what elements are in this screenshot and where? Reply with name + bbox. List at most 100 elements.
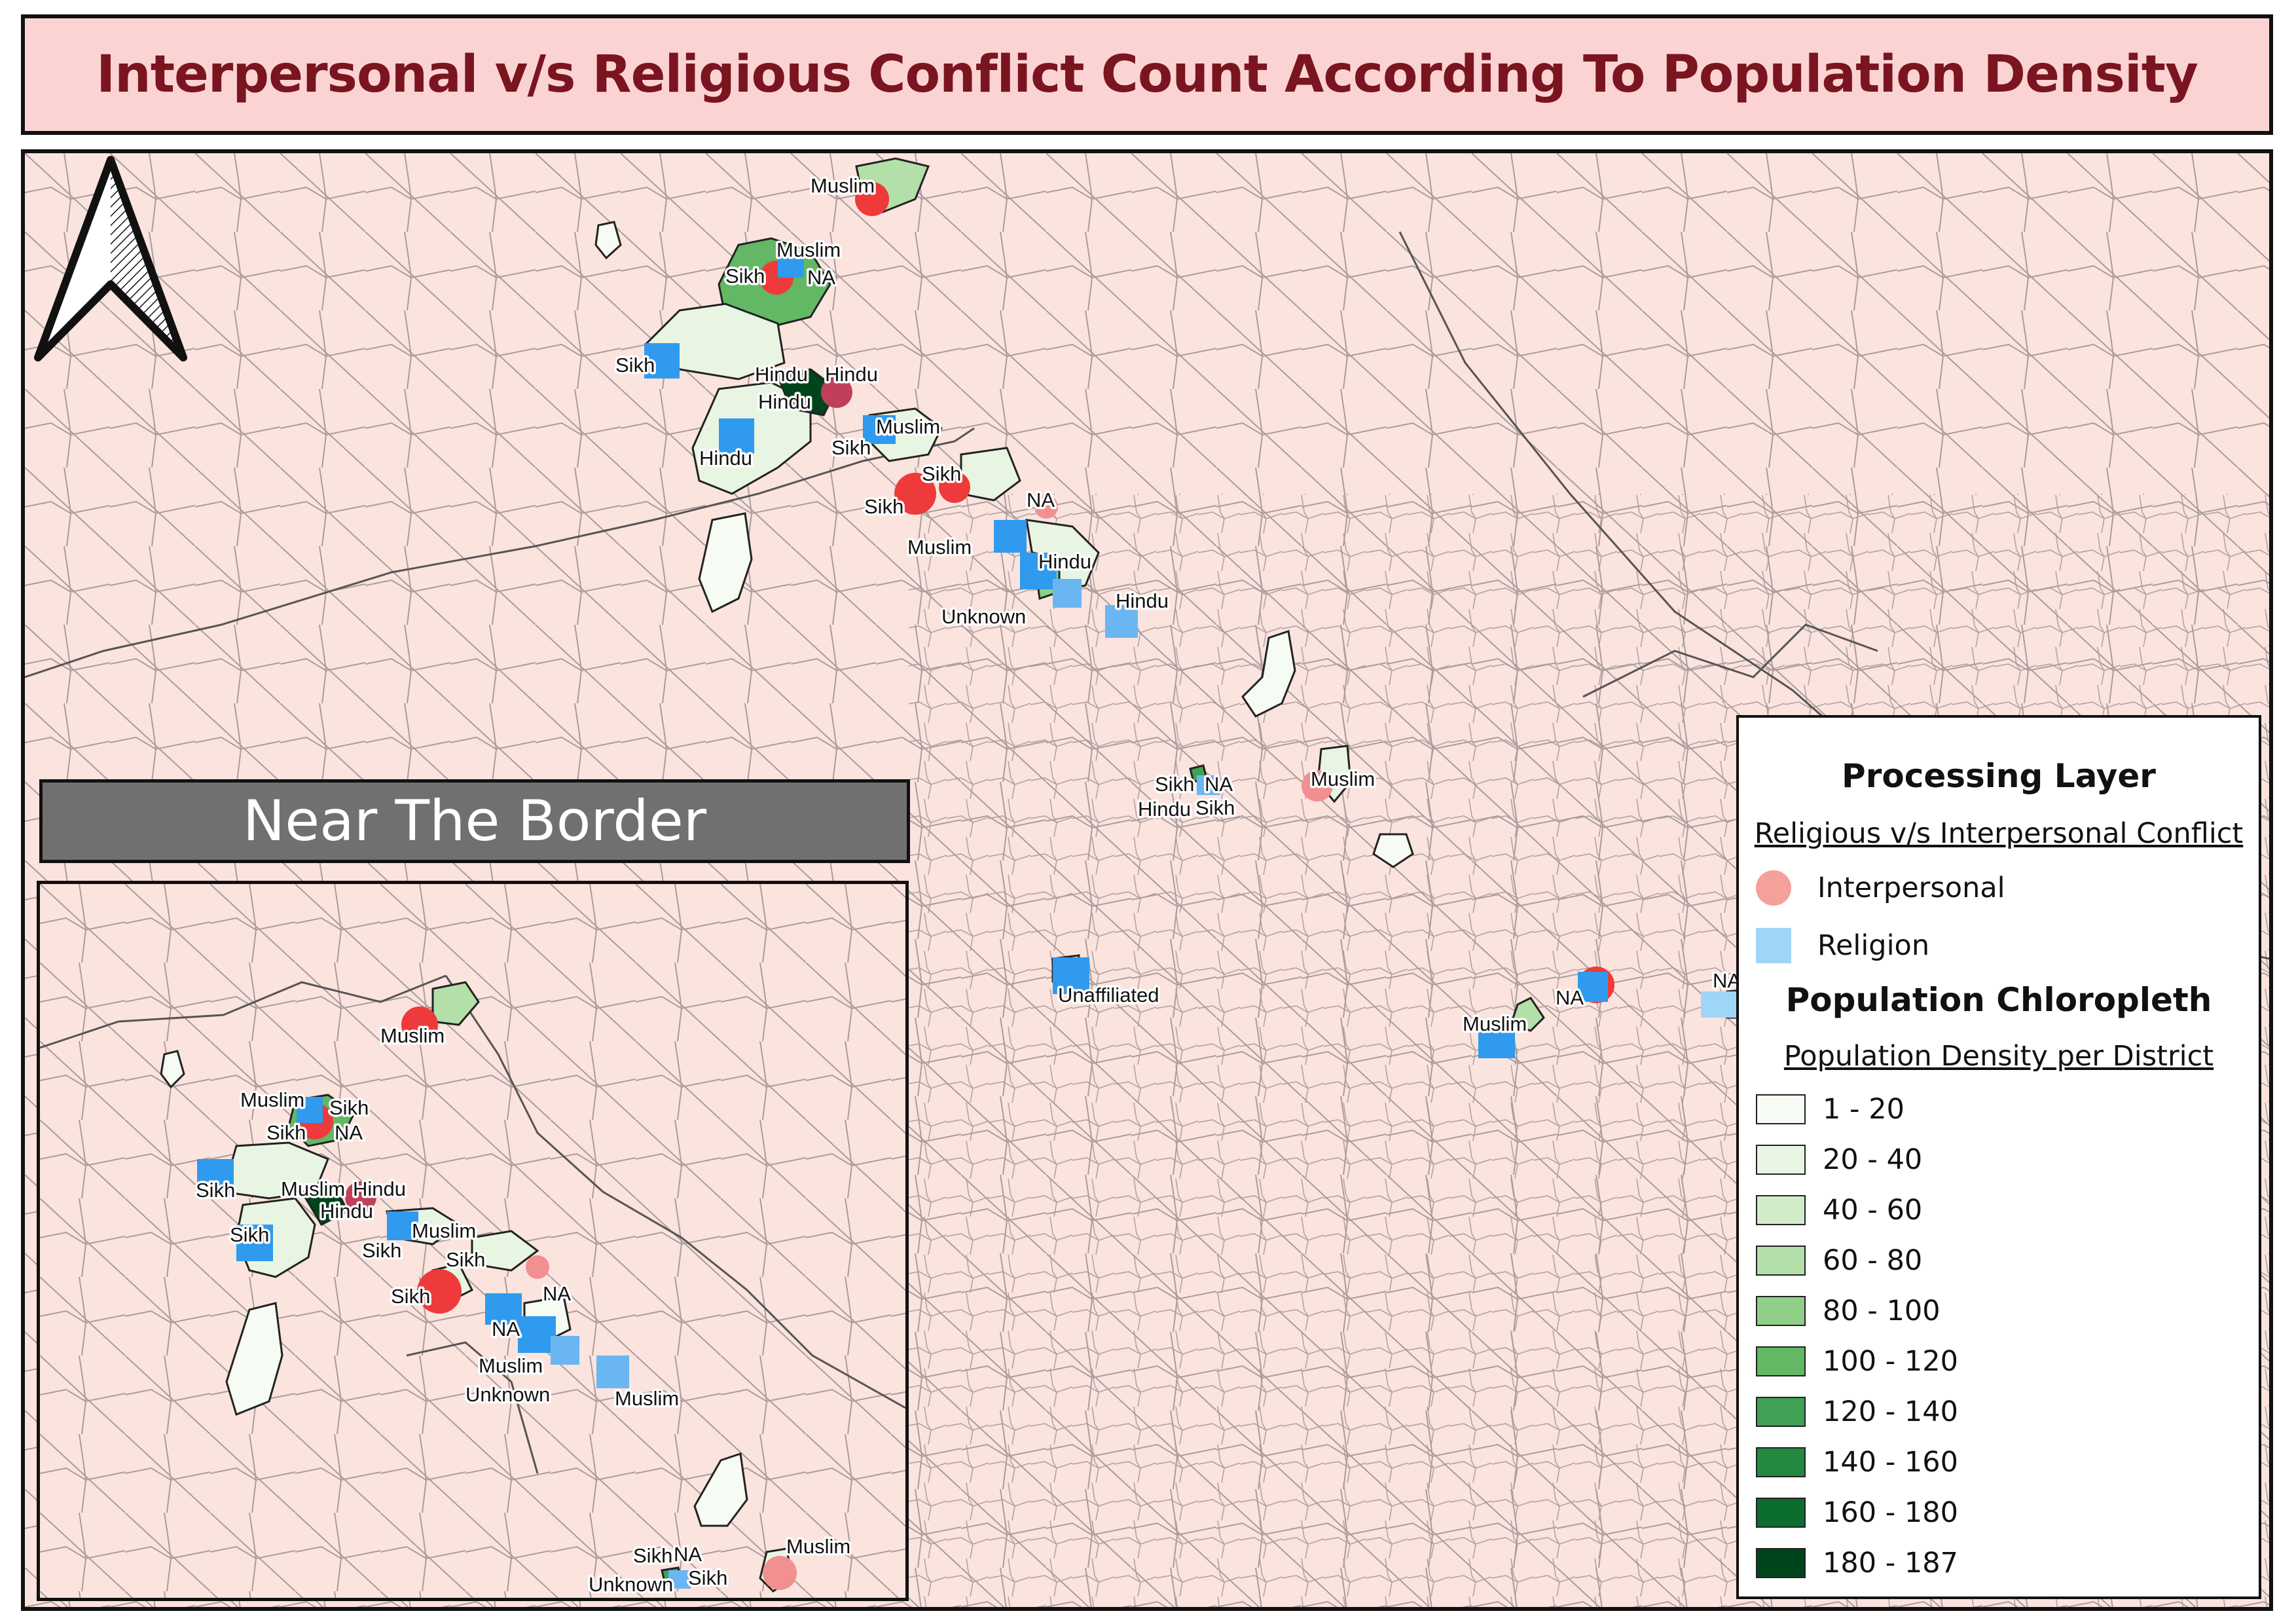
circle-marker-icon (1756, 870, 1791, 906)
legend-item-label: Interpersonal (1817, 872, 2005, 904)
legend-class: 80 - 100 (1756, 1291, 1941, 1331)
point-label: Sikh (725, 265, 765, 287)
legend-layer-title: Processing Layer (1842, 757, 2156, 795)
color-swatch (1756, 1548, 1806, 1578)
point-label: Muslim (615, 1387, 679, 1410)
legend-class: 140 - 160 (1756, 1443, 1958, 1482)
legend-class-label: 40 - 60 (1823, 1194, 1923, 1227)
color-swatch (1756, 1145, 1806, 1175)
point-label: Sikh (633, 1544, 672, 1567)
inset-map-svg: Muslim Muslim Sikh Sikh NA Sikh Muslim H… (40, 884, 905, 1598)
inset-map[interactable]: Muslim Muslim Sikh Sikh NA Sikh Muslim H… (37, 881, 909, 1601)
color-swatch (1756, 1195, 1806, 1225)
title-box: Interpersonal v/s Religious Conflict Cou… (21, 14, 2273, 135)
point-label: Muslim (240, 1088, 304, 1111)
point-label: Hindu (353, 1177, 406, 1200)
point-label: Sikh (1155, 773, 1194, 796)
point-label: Muslim (412, 1219, 476, 1242)
point-label: Muslim (1311, 767, 1375, 790)
legend-class-label: 60 - 80 (1823, 1244, 1923, 1277)
point-label: NA (807, 266, 835, 289)
legend-class: 20 - 40 (1756, 1140, 1922, 1179)
legend-class: 60 - 80 (1756, 1241, 1922, 1280)
point-label: Sikh (391, 1285, 430, 1308)
point-label: Hindu (755, 363, 808, 386)
border-line (445, 975, 905, 1409)
point-label: NA (335, 1121, 363, 1144)
legend-class-label: 1 - 20 (1823, 1093, 1904, 1126)
legend-item-religion: Religion (1756, 926, 1929, 965)
inset-title-box: Near The Border (39, 779, 910, 863)
point-label: Hindu (1138, 798, 1191, 821)
point-label: Sikh (688, 1566, 727, 1589)
color-swatch (1756, 1094, 1806, 1124)
color-swatch (1756, 1296, 1806, 1326)
point-label: Sikh (329, 1096, 369, 1119)
legend-choropleth-title: Population Chloropleth (1785, 981, 2212, 1019)
point-label: Muslim (786, 1535, 850, 1558)
inset-title: Near The Border (242, 788, 707, 854)
point-label: Sikh (196, 1179, 235, 1202)
point-label: Muslim (776, 238, 841, 261)
border-line (406, 1341, 539, 1474)
point-label: Hindu (1038, 550, 1091, 573)
religion-points (644, 251, 1740, 1058)
point-label: Muslim (281, 1177, 345, 1200)
point-label: Hindu (758, 390, 811, 413)
point-label: Hindu (825, 363, 878, 386)
legend-item-interpersonal: Interpersonal (1756, 868, 2005, 908)
legend-class-label: 80 - 100 (1823, 1295, 1941, 1327)
north-arrow-icon (34, 156, 187, 361)
point-label: Muslim (876, 415, 940, 438)
point-label: Sikh (230, 1223, 269, 1246)
legend-class-label: 20 - 40 (1823, 1143, 1923, 1176)
point-label: Sikh (446, 1248, 485, 1271)
point-label: Sikh (266, 1121, 306, 1144)
legend-class: 160 - 180 (1756, 1493, 1958, 1532)
legend-panel: Processing Layer Religious v/s Interpers… (1736, 715, 2261, 1599)
religion-points (197, 1097, 691, 1589)
color-swatch (1756, 1397, 1806, 1427)
color-swatch (1756, 1346, 1806, 1376)
legend-class: 100 - 120 (1756, 1342, 1958, 1381)
square-marker-icon (1756, 928, 1791, 963)
legend-class-label: 180 - 187 (1823, 1547, 1959, 1579)
point-label: NA (1556, 986, 1584, 1009)
point-label: NA (674, 1543, 702, 1566)
legend-class: 180 - 187 (1756, 1543, 1958, 1583)
point-label: Hindu (699, 447, 752, 470)
point-label: Sikh (362, 1239, 401, 1262)
point-label: Sikh (864, 495, 903, 518)
map-title: Interpersonal v/s Religious Conflict Cou… (96, 45, 2198, 104)
legend-class: 120 - 140 (1756, 1392, 1958, 1431)
color-swatch (1756, 1498, 1806, 1528)
legend-class-label: 100 - 120 (1823, 1345, 1959, 1378)
point-label: Hindu (1116, 589, 1169, 612)
point-label: Sikh (922, 462, 961, 485)
point-label: Sikh (615, 354, 655, 377)
point-label: Muslim (811, 174, 875, 197)
legend-choropleth-subtitle: Population Density per District (1783, 1040, 2214, 1073)
legend-class-label: 140 - 160 (1823, 1446, 1959, 1479)
legend-item-label: Religion (1817, 929, 1930, 962)
legend-class: 1 - 20 (1756, 1090, 1904, 1129)
border-line (1582, 623, 1878, 698)
point-label: Unknown (589, 1573, 673, 1596)
point-label: Muslim (907, 536, 972, 559)
point-label: Unknown (941, 605, 1026, 628)
point-label: Muslim (380, 1024, 445, 1047)
legend-class-label: 120 - 140 (1823, 1395, 1959, 1428)
border-line (40, 974, 446, 1049)
point-label: Muslim (479, 1354, 543, 1377)
point-label: Unaffiliated (1058, 984, 1159, 1006)
legend-layer-subtitle: Religious v/s Interpersonal Conflict (1754, 817, 2244, 850)
point-label: NA (543, 1282, 571, 1305)
point-label: Muslim (1463, 1012, 1527, 1035)
point-label: Sikh (1195, 796, 1235, 819)
color-swatch (1756, 1447, 1806, 1477)
point-label: NA (1027, 489, 1055, 511)
point-label: Sikh (831, 436, 871, 459)
legend-class: 40 - 60 (1756, 1190, 1922, 1230)
point-label: Hindu (320, 1200, 373, 1223)
legend-class-label: 160 - 180 (1823, 1496, 1959, 1529)
